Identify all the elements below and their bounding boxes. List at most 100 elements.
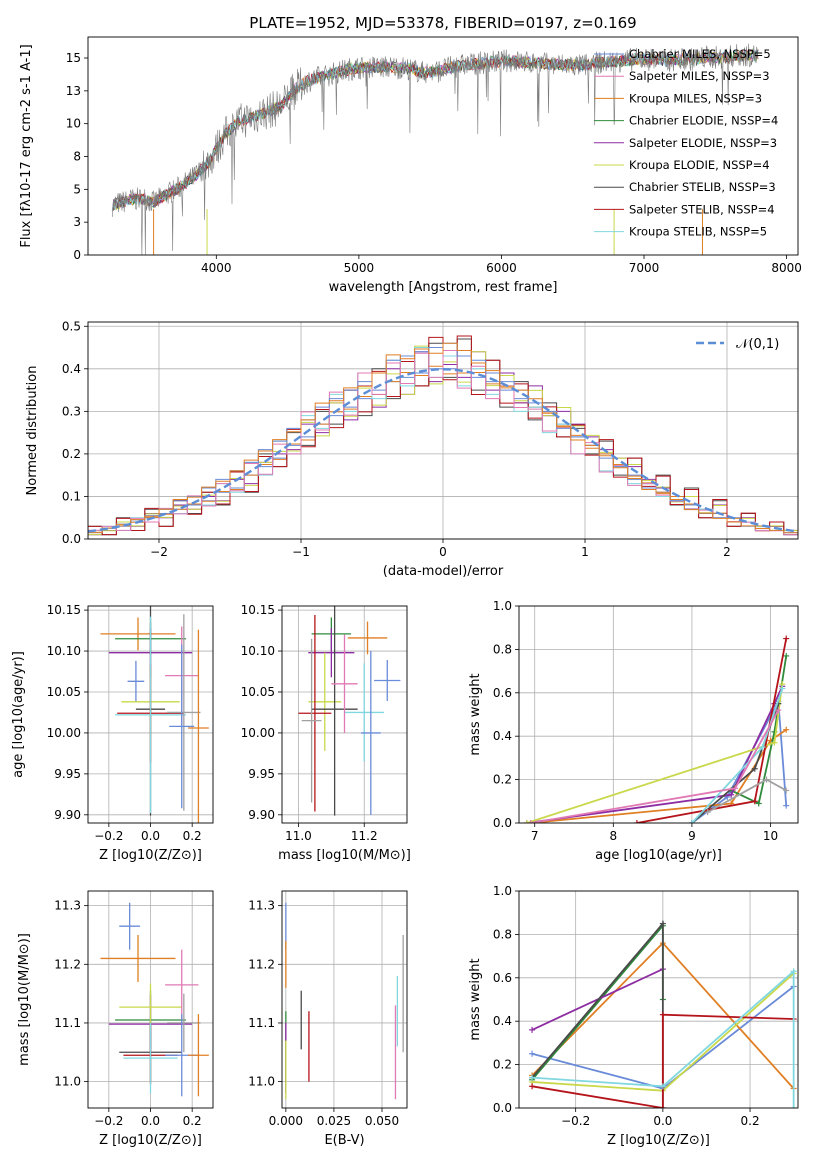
y-tick-label: 9.90 [54,808,81,822]
chart-title: PLATE=1952, MJD=53378, FIBERID=0197, z=0… [249,14,636,32]
legend-label: Kroupa MILES, NSSP=3 [629,91,762,105]
x-tick-label: 0.050 [365,1114,399,1128]
x-tick-label: 0.2 [183,829,202,843]
y-tick-label: 9.90 [248,808,275,822]
error-point-1 [374,660,401,701]
weight-series-10 [704,776,790,816]
legend-label: 𝒩(0,1) [736,337,779,352]
x-tick-label: 9 [688,829,696,843]
y-tick-label: 0.3 [62,404,81,418]
y-tick-label: 11.0 [248,1075,275,1089]
plot-area-age_vs_Z [100,606,209,823]
axes-age_vs_Z: −0.2 0.0 0.2 9.90 9.95 10.00 10.05 10.10 10.15 Z … [11,603,214,863]
x-tick-label: −2 [150,545,168,559]
y-tick-label: 8 [73,150,81,164]
x-tick-label: 6000 [486,261,517,275]
y-tick-label: 0.0 [493,1101,512,1115]
x-axis-label: Z [log10(Z/Z⊙)] [607,1133,710,1148]
x-tick-label: −0.2 [94,829,123,843]
error-point-4 [308,628,355,678]
observed-spectrum-line [111,43,759,255]
error-point-11 [169,644,195,809]
x-axis-label: age [log10(age/yr)] [595,848,722,863]
error-point-2 [347,621,388,655]
y-tick-label: 11.1 [248,1016,275,1030]
x-tick-label: 0.2 [183,1114,202,1128]
x-tick-label: 4000 [201,261,232,275]
x-tick-label: 0.0 [141,829,160,843]
error-point-8 [123,1022,178,1094]
x-tick-label: 1 [581,545,589,559]
y-tick-label: 0.5 [62,319,81,333]
plot-area-mass_vs_EBV [285,902,404,1100]
error-point-2 [100,934,176,982]
y-tick-label: 10.05 [241,685,275,699]
y-tick-label: 11.0 [54,1075,81,1089]
x-tick-label: −0.2 [94,1114,123,1128]
x-axis-label: (data-model)/error [383,564,504,579]
y-tick-label: 10.10 [47,644,81,658]
x-axis-label: E(B-V) [324,1133,364,1148]
axes-weight_vs_age: 7 8 9 10 0.0 0.2 0.4 0.6 0.8 1.0 age [log10(age/yr… [468,599,799,863]
legend-label: Kroupa STELIB, NSSP=5 [629,225,767,239]
x-tick-label: 0.2 [741,1114,760,1128]
y-tick-label: 0.2 [493,773,512,787]
y-axis-label: mass weight [468,673,483,755]
legend-label: Chabrier STELIB, NSSP=3 [629,180,776,194]
weight-line [636,638,788,823]
plot-area-residuals [88,335,798,539]
x-tick-label: 2 [723,545,731,559]
y-tick-label: 0.8 [493,642,512,656]
y-tick-label: 0.1 [62,489,81,503]
y-tick-label: 0.6 [493,971,512,985]
axes-frame [281,890,408,1109]
y-tick-label: 0.4 [62,362,81,376]
x-tick-label: 11.0 [285,829,312,843]
axes-mass_vs_Z: −0.2 0.0 0.2 11.0 11.1 11.2 11.3 Z [log10(Z/Z⊙)… [17,890,214,1148]
y-tick-label: 11.1 [54,1016,81,1030]
axes-residuals: 𝒩(0,1) −2 −1 0 1 2 0.0 0.1 0.2 0.3 0.4 0.5 (data-mod… [25,319,799,579]
y-tick-label: 0.8 [493,927,512,941]
error-point-1 [119,902,141,950]
x-axis-label: wavelength [Angstrom, rest frame] [329,280,558,295]
normal-curve-line [88,368,798,533]
error-point-11 [360,651,381,815]
axes-mass_vs_EBV: 0.000 0.025 0.050 11.0 11.1 11.2 11.3 E(B-V) [248,890,408,1148]
axes-frame [281,605,408,824]
x-tick-label: 11.2 [351,829,378,843]
x-axis-label: mass [log10(M/M⊙)] [278,848,411,863]
histogram-series-4 [88,350,798,539]
y-tick-label: 10.15 [47,603,81,617]
legend-label: Salpeter MILES, NSSP=3 [629,69,770,83]
y-tick-label: 0.0 [62,532,81,546]
error-point-1 [127,660,145,702]
error-point-6 [311,606,358,816]
legend-label: Salpeter STELIB, NSSP=4 [629,202,775,216]
error-point-7 [298,615,332,812]
y-tick-label: 10.15 [241,603,275,617]
axes-age_vs_mass: 11.0 11.2 9.90 9.95 10.00 10.05 10.10 10.15 mass… [241,603,411,863]
weight-line [531,923,664,1081]
axes-spectrum: Chabrier MILES, NSSP=5 Salpeter MILES, NS… [19,14,802,295]
error-point-12 [188,1014,209,1097]
error-point-5 [119,983,182,1031]
y-axis-label: age [log10(age/yr)] [11,651,26,778]
y-tick-label: 10.00 [47,726,81,740]
x-tick-label: 8 [609,829,617,843]
axes-frame [518,890,799,1109]
axes-frame [87,36,799,256]
weight-series-7 [529,1011,797,1108]
weight-series-8 [688,685,786,823]
x-axis-label: Z [log10(Z/Z⊙)] [99,848,202,863]
y-tick-label: 9.95 [54,767,81,781]
y-tick-label: 0.2 [493,1058,512,1072]
error-point-5 [308,652,342,751]
y-axis-label: Normed distribution [25,366,40,496]
spectrum-legend: Chabrier MILES, NSSP=5 Salpeter MILES, NS… [594,47,778,239]
error-point-10 [301,638,322,803]
y-tick-label: 0.6 [493,686,512,700]
error-point-8 [344,663,384,762]
legend-label: Kroupa ELODIE, NSSP=4 [629,158,770,172]
x-tick-label: 10 [763,829,778,843]
